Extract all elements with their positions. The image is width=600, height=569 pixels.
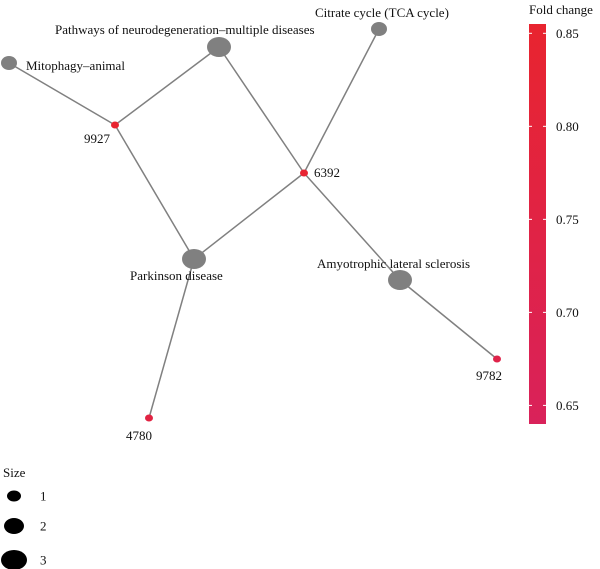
colorbar-tick-label: 0.65 bbox=[556, 398, 579, 413]
colorbar-tick-label: 0.70 bbox=[556, 305, 579, 320]
gene-node-6392 bbox=[300, 169, 308, 177]
colorbar-ticks: 0.85 0.80 0.75 0.70 0.65 bbox=[529, 26, 579, 413]
gene-node-4780 bbox=[145, 414, 153, 422]
node-labels: Pathways of neurodegeneration–multiple d… bbox=[26, 5, 502, 443]
size-legend-marker-2 bbox=[4, 518, 24, 534]
edge-gene-6392-to-amyotrophic-lateral-sclerosis bbox=[303, 172, 401, 281]
edge-pathways-neurodegeneration-to-gene-6392 bbox=[218, 46, 305, 174]
colorbar-tick-label: 0.75 bbox=[556, 212, 579, 227]
edge-mitophagy-animal-to-gene-9927 bbox=[8, 62, 116, 126]
size-legend-entries: 1 2 3 bbox=[1, 489, 47, 569]
label-mitophagy-animal: Mitophagy–animal bbox=[26, 58, 125, 73]
colorbar-gradient bbox=[529, 24, 546, 424]
gene-node-9927 bbox=[111, 121, 119, 129]
edge-gene-9927-to-parkinson-disease bbox=[114, 124, 195, 260]
edge-parkinson-disease-to-gene-4780 bbox=[148, 258, 195, 419]
pathway-node-amyotrophic-lateral-sclerosis bbox=[388, 270, 412, 290]
size-legend-label-3: 3 bbox=[40, 553, 47, 568]
label-gene-4780: 4780 bbox=[126, 428, 152, 443]
label-parkinson-disease: Parkinson disease bbox=[130, 268, 223, 283]
edge-citrate-cycle-to-gene-6392 bbox=[303, 28, 380, 174]
edges bbox=[8, 28, 498, 419]
label-gene-9927: 9927 bbox=[84, 131, 111, 146]
size-legend-marker-1 bbox=[7, 490, 21, 502]
size-legend-title: Size bbox=[3, 465, 26, 480]
edge-gene-9927-to-pathways-neurodegeneration bbox=[114, 46, 220, 126]
size-legend-label-2: 2 bbox=[40, 519, 47, 534]
label-amyotrophic-lateral-sclerosis: Amyotrophic lateral sclerosis bbox=[317, 256, 470, 271]
label-gene-6392: 6392 bbox=[314, 165, 340, 180]
colorbar-tick-label: 0.85 bbox=[556, 26, 579, 41]
size-legend-label-1: 1 bbox=[40, 489, 47, 504]
label-gene-9782: 9782 bbox=[476, 368, 502, 383]
edge-gene-6392-to-parkinson-disease bbox=[193, 172, 305, 260]
label-pathways-neurodegeneration: Pathways of neurodegeneration–multiple d… bbox=[55, 22, 315, 37]
colorbar-legend: Fold change 0.85 0.80 0.75 0.70 0.65 bbox=[529, 2, 593, 424]
label-citrate-cycle: Citrate cycle (TCA cycle) bbox=[315, 5, 449, 20]
colorbar-tick-label: 0.80 bbox=[556, 119, 579, 134]
pathway-node-mitophagy-animal bbox=[1, 56, 17, 70]
size-legend: Size 1 2 3 bbox=[1, 465, 47, 569]
pathway-node-pathways-neurodegeneration bbox=[207, 37, 231, 57]
pathway-node-citrate-cycle bbox=[371, 22, 387, 36]
edge-amyotrophic-lateral-sclerosis-to-gene-9782 bbox=[399, 279, 498, 360]
gene-node-9782 bbox=[493, 355, 501, 363]
pathway-node-parkinson-disease bbox=[182, 249, 206, 269]
nodes bbox=[1, 22, 501, 422]
size-legend-marker-3 bbox=[1, 550, 27, 569]
colorbar-title: Fold change bbox=[529, 2, 593, 17]
